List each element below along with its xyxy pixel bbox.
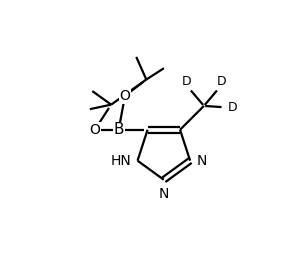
Text: O: O [119, 89, 130, 103]
Text: HN: HN [110, 154, 131, 168]
Text: N: N [159, 187, 169, 201]
Text: D: D [182, 75, 191, 88]
Text: D: D [217, 75, 226, 88]
Text: D: D [227, 101, 237, 114]
Text: B: B [113, 122, 124, 137]
Text: N: N [196, 154, 207, 168]
Text: O: O [89, 123, 100, 137]
